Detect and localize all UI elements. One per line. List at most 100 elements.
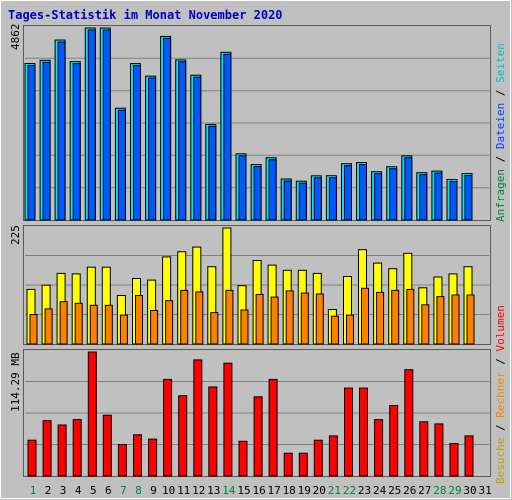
legend-separator: / (494, 352, 507, 372)
x-label-day-5: 5 (90, 484, 97, 497)
kbytes-bar-volumen-day-30 (464, 435, 474, 477)
hits-bar-dateien-day-15 (238, 155, 247, 221)
hits-bar-dateien-day-20 (313, 177, 322, 221)
kbytes-bar-volumen-day-4 (72, 419, 82, 477)
x-label-day-29: 29 (448, 484, 461, 497)
x-label-day-10: 10 (162, 484, 175, 497)
legend-item-dateien: Dateien (494, 103, 507, 149)
hits-bar-dateien-day-26 (404, 157, 413, 221)
visits-bar-rechner-day-15 (240, 309, 249, 345)
hits-bar-dateien-day-6 (102, 29, 111, 221)
x-label-day-8: 8 (135, 484, 142, 497)
x-label-day-22: 22 (343, 484, 356, 497)
hits-bar-dateien-day-29 (449, 181, 458, 221)
x-label-day-25: 25 (388, 484, 401, 497)
hits-bar-dateien-day-18 (283, 180, 292, 221)
visits-bar-rechner-day-8 (135, 295, 143, 345)
kbytes-bar-volumen-day-11 (178, 395, 188, 477)
x-label-day-9: 9 (150, 484, 157, 497)
panel-visits: 225 (9, 225, 491, 345)
visits-bar-rechner-day-17 (270, 296, 279, 345)
x-label-day-1: 1 (30, 484, 37, 497)
hits-bar-dateien-day-12 (193, 76, 202, 221)
x-label-day-3: 3 (60, 484, 67, 497)
kbytes-bar-volumen-day-19 (298, 452, 308, 477)
hits-bar-dateien-day-28 (434, 172, 443, 221)
x-label-day-31: 31 (478, 484, 491, 497)
visits-bar-rechner-day-28 (436, 296, 445, 345)
x-label-day-15: 15 (237, 484, 250, 497)
x-label-day-30: 30 (463, 484, 476, 497)
visits-bar-rechner-day-14 (225, 289, 234, 345)
x-label-day-17: 17 (267, 484, 280, 497)
kbytes-bar-volumen-day-25 (389, 405, 399, 477)
legend-separator: / (494, 149, 507, 169)
x-label-day-21: 21 (328, 484, 341, 497)
legend-item-besuche: Besuche (494, 438, 507, 484)
kbytes-bar-volumen-day-10 (163, 378, 173, 477)
kbytes-bar-volumen-day-24 (374, 419, 384, 477)
legend-separator: / (494, 418, 507, 438)
kbytes-bar-volumen-day-29 (449, 443, 459, 477)
legend-middle: Besuche / Rechner / Volumen (494, 305, 507, 484)
x-label-day-28: 28 (433, 484, 446, 497)
kbytes-bar-volumen-day-21 (328, 435, 338, 477)
legend-item-rechner: Rechner (494, 371, 507, 418)
hits-bar-dateien-day-14 (223, 53, 232, 221)
legend-item-seiten: Seiten (494, 43, 507, 83)
hits-bar-dateien-day-4 (72, 63, 81, 221)
visits-bar-rechner-day-30 (466, 294, 475, 345)
x-axis-labels: 1 2 3 4 5 6 7 8 9 10 11 12 13 14 15 16 17 18 19 20 21 22 23 24 2… (30, 484, 492, 497)
x-label-day-23: 23 (358, 484, 371, 497)
visits-bar-rechner-day-24 (376, 291, 385, 345)
legend-separator: / (494, 83, 507, 103)
visits-bar-rechner-day-7 (119, 314, 128, 345)
kbytes-bar-volumen-day-17 (268, 378, 278, 477)
visits-bar-rechner-day-26 (406, 288, 415, 345)
kbytes-bar-volumen-day-8 (133, 434, 142, 477)
visits-bar-rechner-day-12 (195, 291, 204, 345)
hits-bar-dateien-day-21 (328, 177, 337, 221)
legend-item-anfragen: Anfragen (494, 169, 507, 222)
kbytes-bar-volumen-day-12 (193, 359, 203, 477)
x-label-day-7: 7 (120, 484, 127, 497)
visits-bar-rechner-day-27 (421, 304, 430, 345)
hits-bar-dateien-day-27 (419, 174, 428, 221)
kbytes-bar-volumen-day-27 (419, 421, 429, 477)
hits-bar-dateien-day-2 (42, 61, 51, 221)
hits-bar-dateien-day-30 (464, 175, 473, 221)
visits-bar-rechner-day-23 (361, 287, 369, 345)
chart-title: Tages-Statistik im Monat November 2020 (8, 8, 283, 22)
visits-bar-rechner-day-13 (210, 312, 219, 345)
x-label-day-2: 2 (45, 484, 52, 497)
x-label-day-13: 13 (207, 484, 220, 497)
hits-bar-dateien-day-24 (374, 173, 383, 221)
hits-bar-dateien-day-17 (268, 159, 277, 221)
visits-bar-rechner-day-19 (300, 292, 309, 345)
hits-bar-dateien-day-25 (389, 168, 398, 221)
x-label-day-16: 16 (252, 484, 265, 497)
legend-right: Anfragen / Dateien / Seiten (494, 43, 507, 222)
kbytes-bar-volumen-day-16 (253, 396, 263, 477)
visits-ymax-label: 225 (9, 225, 22, 245)
visits-bar-rechner-day-11 (180, 289, 189, 345)
kbytes-bar-volumen-day-15 (238, 440, 248, 477)
visits-bar-rechner-day-5 (89, 304, 98, 345)
x-label-day-26: 26 (403, 484, 416, 497)
kbytes-bar-volumen-day-14 (223, 362, 233, 477)
visits-bar-rechner-day-10 (165, 300, 174, 345)
kbytes-bar-volumen-day-2 (42, 420, 52, 477)
kbytes-bar-volumen-day-5 (87, 351, 97, 477)
x-label-day-4: 4 (75, 484, 82, 497)
x-label-day-20: 20 (313, 484, 326, 497)
x-label-day-6: 6 (105, 484, 112, 497)
visits-bar-rechner-day-4 (74, 302, 83, 345)
visits-bar-rechner-day-20 (315, 293, 324, 345)
kbytes-ymax-label: 114.29 MB (9, 352, 22, 412)
kbytes-bar-volumen-day-7 (117, 444, 127, 477)
kbytes-bar-volumen-day-3 (57, 424, 67, 477)
visits-bar-rechner-day-18 (285, 290, 294, 345)
x-label-day-19: 19 (298, 484, 311, 497)
kbytes-bar-volumen-day-28 (434, 423, 444, 477)
